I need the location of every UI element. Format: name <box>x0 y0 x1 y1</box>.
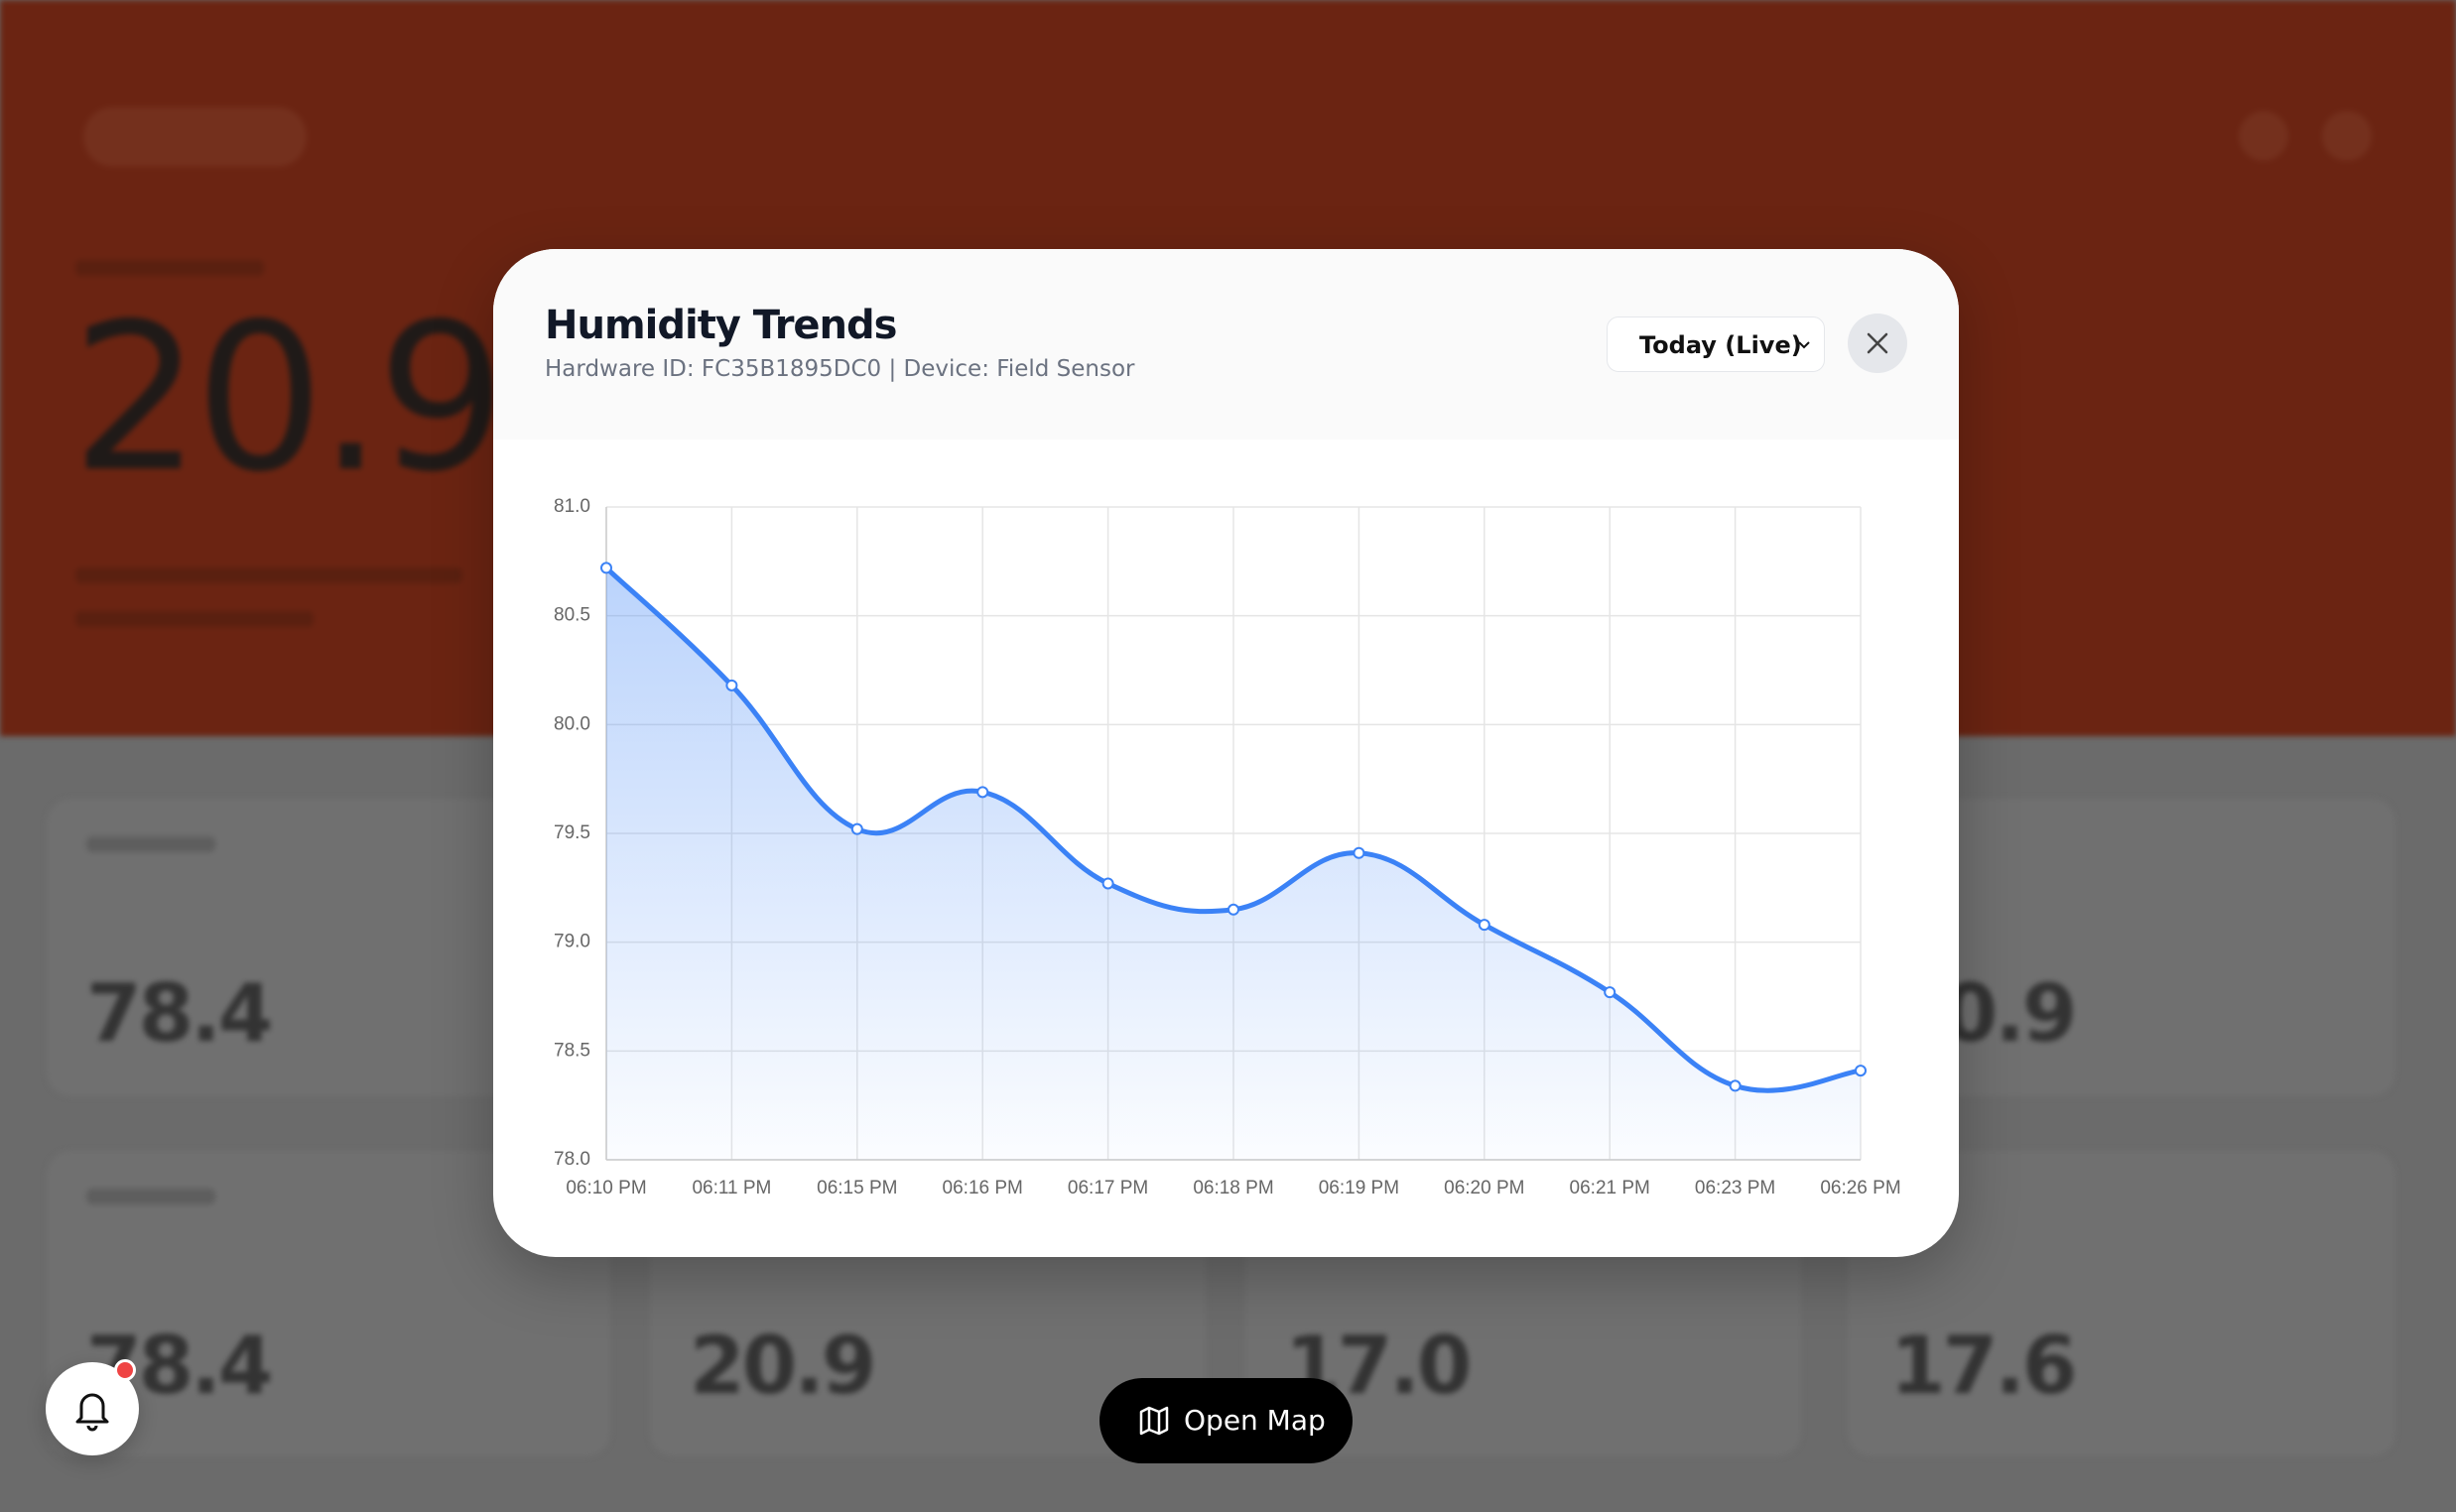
data-point <box>1855 1065 1867 1077</box>
x-tick-label: 06:21 PM <box>1570 1178 1650 1198</box>
x-tick-label: 06:18 PM <box>1193 1178 1273 1198</box>
y-tick-label: 80.0 <box>554 713 590 734</box>
data-point <box>600 562 612 574</box>
icon-button[interactable] <box>2322 111 2372 161</box>
card-value: 78.4 <box>86 967 273 1060</box>
mode-button[interactable] <box>83 107 307 167</box>
card-value: 17.6 <box>1890 1320 2077 1412</box>
data-point <box>1478 919 1490 932</box>
range-select-label: Today (Live) <box>1639 331 1802 359</box>
data-point <box>1228 903 1239 916</box>
chart: 78.0 78.5 79.0 79.5 80.0 80.5 81.0 06:10 PM 06:1… <box>554 496 1901 1198</box>
x-tick-label: 06:16 PM <box>943 1178 1023 1198</box>
map-icon <box>1139 1406 1169 1436</box>
icon-button[interactable] <box>2239 111 2288 161</box>
data-point <box>1353 846 1365 859</box>
open-map-label: Open Map <box>1184 1404 1326 1437</box>
data-point <box>725 679 738 692</box>
line <box>604 566 1862 1093</box>
x-tick-label: 06:23 PM <box>1695 1178 1775 1198</box>
line-area <box>606 567 1861 1160</box>
x-tick-label: 06:10 PM <box>566 1178 646 1198</box>
hero-label <box>75 260 264 276</box>
modal-title: Humidity Trends <box>545 303 897 348</box>
y-tick-label: 80.5 <box>554 605 590 626</box>
close-button[interactable] <box>1848 314 1907 373</box>
card-value: 20.9 <box>690 1320 876 1412</box>
data-point <box>1729 1079 1742 1092</box>
x-tick-label: 06:20 PM <box>1444 1178 1524 1198</box>
x-tick-label: 06:17 PM <box>1068 1178 1148 1198</box>
x-tick-label: 06:19 PM <box>1319 1178 1399 1198</box>
y-tick-label: 78.0 <box>554 1149 590 1170</box>
range-select[interactable]: Today (Live) <box>1607 316 1825 372</box>
data-point <box>976 786 989 799</box>
x-tick-label: 06:11 PM <box>692 1178 771 1198</box>
modal-subtitle: Hardware ID: FC35B1895DC0 | Device: Fiel… <box>545 356 1135 382</box>
y-tick-label: 81.0 <box>554 496 590 517</box>
data-point <box>850 822 863 835</box>
hero-caption <box>75 567 462 583</box>
bell-icon <box>75 1393 109 1432</box>
hero-caption <box>75 611 314 627</box>
chart-modal: Humidity Trends Hardware ID: FC35B1895DC… <box>493 249 1959 1257</box>
y-tick-label: 78.5 <box>554 1040 590 1061</box>
data-point <box>1101 877 1114 890</box>
chevron-icon <box>1798 341 1810 349</box>
notification-badge <box>114 1359 136 1381</box>
hero-value: 20.9 <box>71 281 506 517</box>
y-tick-label: 79.0 <box>554 932 590 952</box>
open-map-button[interactable]: Open Map <box>1099 1378 1353 1463</box>
x-tick-label: 06:26 PM <box>1820 1178 1900 1198</box>
y-tick-label: 79.5 <box>554 822 590 843</box>
data-point <box>1604 986 1616 999</box>
x-tick-label: 06:15 PM <box>817 1178 897 1198</box>
close-icon <box>1867 332 1888 354</box>
